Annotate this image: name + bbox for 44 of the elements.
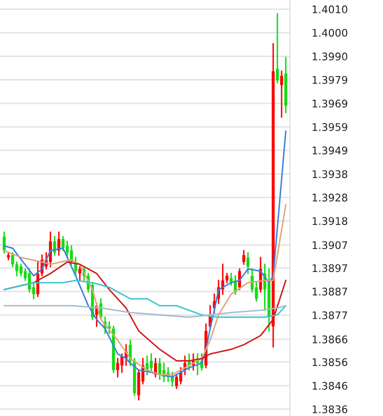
y-tick-label: 1.3990 <box>312 52 348 60</box>
y-tick-label: 1.3866 <box>312 335 348 344</box>
y-tick-label: 1.3887 <box>312 288 348 296</box>
candlestick <box>280 70 284 118</box>
y-tick-label: 1.3959 <box>312 123 348 131</box>
candlestick <box>62 236 65 252</box>
candlestick <box>78 266 82 282</box>
candlestick <box>150 353 153 374</box>
y-tick-label: 1.3897 <box>312 264 348 272</box>
candlestick <box>20 264 22 276</box>
candlestick <box>137 369 140 401</box>
line-series <box>4 280 286 318</box>
candlestick <box>225 272 228 284</box>
candlestick <box>2 231 6 254</box>
candlestick <box>48 231 52 268</box>
y-tick-label: 1.3979 <box>312 76 348 84</box>
y-tick-label: 1.3856 <box>312 358 348 366</box>
candlestick <box>146 356 149 376</box>
candlestick <box>11 252 14 268</box>
y-tick-label: 1.4000 <box>312 28 348 37</box>
candlestick <box>28 268 31 293</box>
candlestick <box>53 236 56 256</box>
candlestick <box>170 372 174 387</box>
y-tick-label: 1.3928 <box>312 194 348 202</box>
y-tick-label: 1.3877 <box>312 311 348 320</box>
y-tick-label: 1.3846 <box>312 382 348 390</box>
y-tick-label: 1.3907 <box>312 241 348 250</box>
line-series <box>4 204 286 376</box>
candlestick <box>70 245 73 266</box>
y-tick-label: 1.4010 <box>312 5 348 14</box>
candlestick <box>57 231 60 256</box>
candlestick <box>15 261 18 276</box>
line-series <box>4 304 286 318</box>
y-tick-label: 1.3918 <box>312 217 348 225</box>
candlestick <box>116 358 120 378</box>
y-tick-label: 1.3836 <box>312 405 348 414</box>
candlestick <box>276 13 279 84</box>
y-tick-label: 1.3969 <box>312 100 348 108</box>
candlestick <box>120 353 124 374</box>
candlestick <box>158 358 162 380</box>
y-tick-label: 1.3938 <box>312 170 348 178</box>
candlestick <box>175 374 178 390</box>
y-tick-label: 1.3949 <box>312 146 348 154</box>
candlestick <box>246 252 250 274</box>
